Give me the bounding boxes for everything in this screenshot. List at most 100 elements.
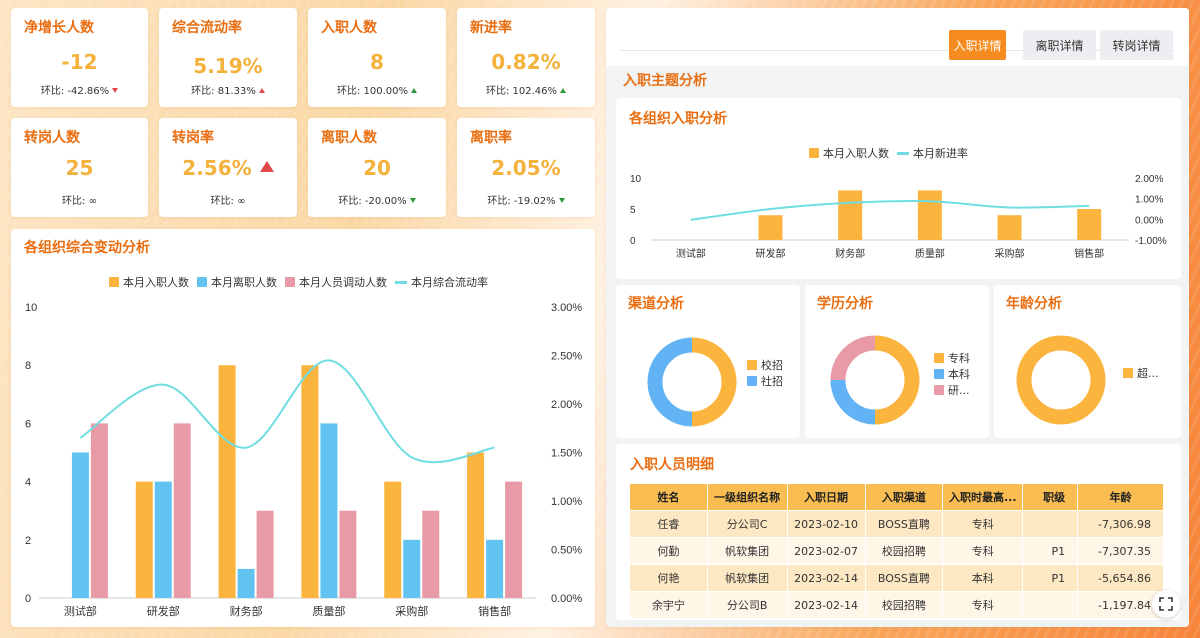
channel-card: 渠道分析 校招 社招 — [616, 285, 800, 438]
kpi-change: 环比: -42.86% — [11, 82, 148, 97]
bar-2 — [71, 452, 89, 598]
x-tick-label: 财务部 — [835, 247, 865, 260]
y2-tick-label: 0.00% — [1135, 215, 1163, 226]
donut-slice — [830, 379, 876, 425]
up-arrow-icon — [560, 88, 567, 93]
column-header[interactable]: 入职时最高... — [942, 483, 1024, 511]
column-header[interactable]: 姓名 — [629, 483, 708, 511]
donut-slice — [691, 337, 737, 427]
kpi-title: 新进率 — [470, 20, 512, 36]
tab-transfer[interactable]: 转岗详情 — [1100, 30, 1173, 60]
y-tick-label: 0 — [25, 593, 31, 605]
column-header[interactable]: 职级 — [1022, 483, 1079, 511]
x-tick-label: 研发部 — [147, 604, 180, 618]
table-row[interactable]: 何艳 帆软集团 2023-02-14 BOSS直聘 本科 P1 -5,654.8… — [629, 564, 1164, 592]
chart-title: 学历分析 — [817, 296, 873, 312]
bar-1 — [301, 365, 319, 598]
kpi-change: 环比: ∞ — [210, 196, 246, 207]
column-header[interactable]: 入职日期 — [786, 483, 866, 511]
kpi-card: 离职率 2.05% 环比: -19.02% — [457, 118, 595, 217]
fullscreen-button[interactable] — [1152, 590, 1180, 618]
cell-age: -1,197.84 — [1077, 591, 1164, 619]
y2-tick-label: 2.50% — [551, 351, 582, 363]
bar-2 — [237, 568, 255, 598]
cell-date: 2023-02-14 — [786, 591, 866, 619]
y2-tick-label: 1.50% — [551, 448, 582, 460]
y-tick-label: 2 — [25, 535, 31, 547]
cell-org: 帆软集团 — [706, 537, 788, 565]
kpi-card: 新进率 0.82% 环比: 102.46% — [457, 8, 595, 107]
x-tick-label: 测试部 — [676, 247, 706, 260]
x-tick-label: 采购部 — [395, 604, 428, 618]
legend-item[interactable]: 本月人员调动人数 — [285, 274, 387, 290]
bar-1 — [838, 190, 863, 240]
age-donut — [1016, 335, 1106, 425]
legend-item[interactable]: 本月入职人数 — [109, 274, 189, 290]
legend-item[interactable]: 本月新进率 — [897, 145, 968, 161]
legend-item[interactable]: 本科 — [934, 366, 970, 382]
donut-slice — [647, 337, 693, 427]
bar-3 — [339, 510, 357, 598]
table-row[interactable]: 何勤 帆软集团 2023-02-07 校园招聘 专科 P1 -7,307.35 — [629, 537, 1164, 565]
kpi-card: 离职人数 20 环比: -20.00% — [308, 118, 446, 217]
cell-name: 任睿 — [629, 510, 708, 538]
x-tick-label: 测试部 — [64, 604, 97, 618]
y-tick-label: 5 — [630, 205, 636, 216]
tab-resignation[interactable]: 离职详情 — [1023, 30, 1096, 60]
cell-age: -7,307.35 — [1077, 537, 1164, 565]
cell-education: 专科 — [942, 537, 1024, 565]
legend-item[interactable]: 专科 — [934, 350, 970, 366]
legend-item[interactable]: 本月离职人数 — [197, 274, 277, 290]
y2-tick-label: 0.00% — [551, 593, 582, 605]
y2-tick-label: -1.00% — [1135, 236, 1167, 247]
y-tick-label: 8 — [25, 360, 31, 372]
down-arrow-icon — [112, 88, 119, 93]
legend-item[interactable]: 研... — [934, 382, 970, 398]
cell-org: 帆软集团 — [706, 564, 788, 592]
cell-education: 专科 — [942, 510, 1024, 538]
kpi-card: 入职人数 8 环比: 100.00% — [308, 8, 446, 107]
bar-1 — [758, 215, 783, 240]
chart-title: 渠道分析 — [628, 296, 684, 312]
legend-item[interactable]: 本月入职人数 — [809, 145, 889, 161]
bar-3 — [505, 481, 523, 598]
detail-table: 姓名 一级组织名称 入职日期 入职渠道 入职时最高... 职级 年龄 任睿 分公… — [629, 483, 1164, 619]
table-row[interactable]: 余宇宁 分公司B 2023-02-14 校园招聘 专科 -1,197.84 — [629, 591, 1164, 619]
column-header[interactable]: 一级组织名称 — [706, 483, 788, 511]
cell-level: P1 — [1022, 537, 1079, 565]
org-change-chart-card: 各组织综合变动分析 本月入职人数 本月离职人数 本月人员调动人数 本月综合流动率… — [11, 229, 595, 627]
cell-org: 分公司C — [706, 510, 788, 538]
legend-item[interactable]: 校招 — [747, 357, 783, 373]
cell-org: 分公司B — [706, 591, 788, 619]
tab-onboarding[interactable]: 入职详情 — [949, 30, 1006, 60]
down-arrow-icon — [409, 198, 416, 203]
legend-item[interactable]: 社招 — [747, 373, 783, 389]
legend-item[interactable]: 超... — [1123, 365, 1159, 381]
up-arrow-icon — [258, 88, 265, 93]
channel-donut — [647, 337, 737, 427]
kpi-title: 综合流动率 — [172, 20, 242, 36]
kpi-change: 环比: -19.02% — [457, 192, 595, 207]
cell-level: P1 — [1022, 564, 1079, 592]
cell-age: -5,654.86 — [1077, 564, 1164, 592]
x-tick-label: 财务部 — [230, 604, 263, 618]
kpi-title: 转岗人数 — [24, 130, 80, 146]
table-row[interactable]: 任睿 分公司C 2023-02-10 BOSS直聘 专科 -7,306.98 — [629, 510, 1164, 538]
cell-age: -7,306.98 — [1077, 510, 1164, 538]
bar-1 — [135, 481, 153, 598]
y-tick-label: 0 — [630, 236, 636, 247]
detail-table-wrap: 姓名 一级组织名称 入职日期 入职渠道 入职时最高... 职级 年龄 任睿 分公… — [629, 483, 1164, 619]
column-header[interactable]: 年龄 — [1077, 483, 1164, 511]
bar-1 — [1077, 209, 1102, 240]
x-tick-label: 销售部 — [1074, 247, 1104, 260]
kpi-change: 环比: 102.46% — [457, 82, 595, 97]
legend-item[interactable]: 本月综合流动率 — [395, 274, 488, 290]
cell-channel: 校园招聘 — [864, 591, 944, 619]
cell-channel: BOSS直聘 — [864, 510, 944, 538]
chart-legend: 专科 本科 研... — [934, 350, 970, 398]
bar-1 — [917, 190, 942, 240]
chart-legend: 本月入职人数 本月离职人数 本月人员调动人数 本月综合流动率 — [109, 274, 496, 290]
column-header[interactable]: 入职渠道 — [864, 483, 944, 511]
kpi-card: 净增长人数 -12 环比: -42.86% — [11, 8, 148, 107]
kpi-title: 离职率 — [470, 130, 512, 146]
